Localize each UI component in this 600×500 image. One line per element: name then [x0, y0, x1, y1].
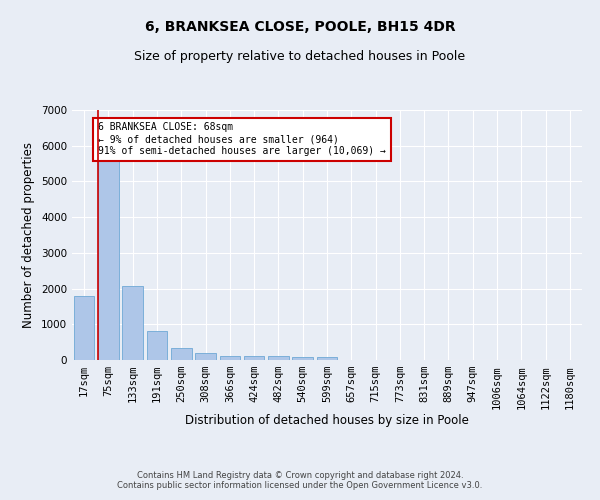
Text: 6, BRANKSEA CLOSE, POOLE, BH15 4DR: 6, BRANKSEA CLOSE, POOLE, BH15 4DR — [145, 20, 455, 34]
Bar — [98, 154, 119, 360]
Text: 6 BRANKSEA CLOSE: 68sqm
← 9% of detached houses are smaller (964)
91% of semi-de: 6 BRANKSEA CLOSE: 68sqm ← 9% of detached… — [98, 122, 386, 156]
Bar — [146, 330, 167, 360]
Bar — [74, 296, 94, 360]
Text: Size of property relative to detached houses in Poole: Size of property relative to detached ho… — [134, 50, 466, 63]
Bar — [171, 348, 191, 360]
Bar — [220, 356, 240, 360]
Bar — [292, 357, 313, 360]
Bar — [122, 286, 143, 360]
Bar — [244, 356, 265, 360]
Text: Contains HM Land Registry data © Crown copyright and database right 2024.
Contai: Contains HM Land Registry data © Crown c… — [118, 470, 482, 490]
X-axis label: Distribution of detached houses by size in Poole: Distribution of detached houses by size … — [185, 414, 469, 427]
Bar — [317, 357, 337, 360]
Bar — [268, 356, 289, 360]
Bar — [195, 353, 216, 360]
Y-axis label: Number of detached properties: Number of detached properties — [22, 142, 35, 328]
